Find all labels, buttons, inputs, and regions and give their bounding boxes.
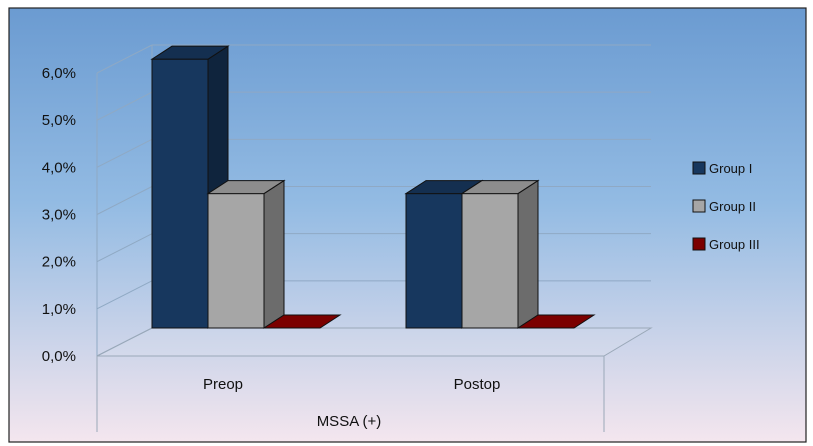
x-axis-title: MSSA (+) — [317, 413, 382, 430]
y-tick-labels: 0,0% 1,0% 2,0% 3,0% 4,0% 5,0% 6,0% — [42, 65, 76, 365]
bar-group-ii-postop — [460, 179, 540, 329]
legend-label: Group III — [709, 237, 760, 252]
bar-front-face — [207, 193, 265, 329]
y-tick-label: 5,0% — [42, 112, 76, 129]
bar-top-face — [460, 180, 540, 195]
bars — [150, 45, 596, 329]
x-tick-label: Postop — [454, 376, 501, 393]
legend-swatch — [692, 199, 706, 213]
gridline-side — [96, 186, 153, 215]
y-tick-label: 2,0% — [42, 254, 76, 271]
legend-swatch — [692, 161, 706, 175]
gridline-side — [96, 280, 153, 310]
chart-floor — [96, 327, 653, 432]
bar-top-face — [150, 45, 230, 60]
y-tick-label: 4,0% — [42, 159, 76, 176]
y-tick-label: 6,0% — [42, 65, 76, 82]
legend-label: Group II — [709, 199, 756, 214]
bar-flat-slab — [516, 314, 596, 329]
gridline-side — [96, 91, 153, 121]
legend: Group I Group II Group III — [692, 161, 760, 252]
legend-label: Group I — [709, 161, 752, 176]
floor-plane — [96, 327, 653, 357]
bar-front-face — [405, 193, 463, 329]
category-labels: Preop Postop — [203, 376, 500, 393]
gridline-side — [96, 44, 153, 74]
bar-side-face — [517, 179, 539, 329]
bar-front-face — [461, 193, 519, 329]
y-tick-label: 1,0% — [42, 301, 76, 318]
bar-front-face — [151, 58, 209, 329]
bar-group-iii-postop — [516, 314, 596, 329]
bar-group-ii-preop — [206, 179, 286, 329]
bar-group-iii-preop — [262, 314, 342, 329]
bar-side-face — [263, 179, 285, 329]
x-tick-label: Preop — [203, 376, 243, 393]
gridline-side — [96, 233, 153, 263]
bar-flat-slab — [262, 314, 342, 329]
y-tick-label: 3,0% — [42, 207, 76, 224]
y-tick-label: 0,0% — [42, 348, 76, 365]
bar-top-face — [206, 180, 286, 195]
gridline-side — [96, 138, 153, 168]
legend-swatch — [692, 237, 706, 251]
